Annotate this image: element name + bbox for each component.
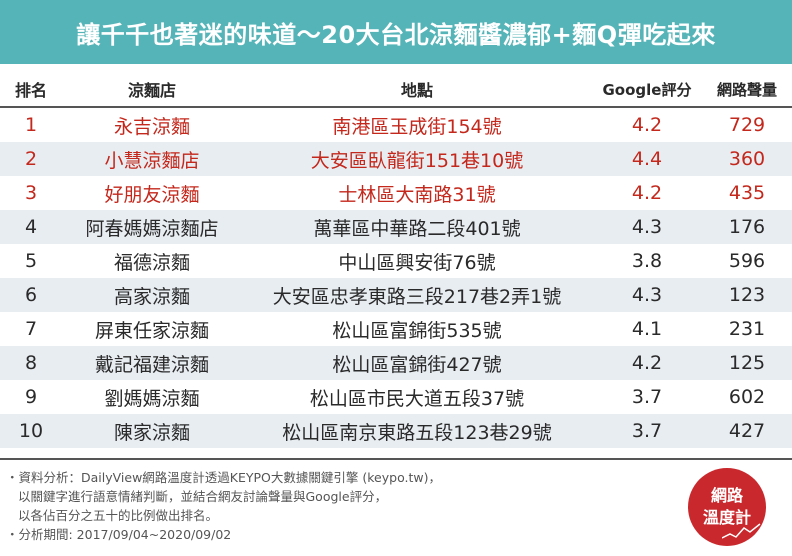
cell-shop: 戴記福建涼麵 [94, 353, 209, 376]
page-title: 讓千千也著迷的味道～20大台北涼麵醬濃郁+麵Q彈吃起來 [0, 0, 792, 64]
cell-address: 士林區大南路31號 [338, 183, 496, 206]
table-row: 6 高家涼麵 大安區忠孝東路三段217巷2弄1號 4.3 123 [0, 278, 792, 312]
cell-rating: 4.3 [631, 284, 663, 306]
cell-rank: 5 [24, 250, 38, 272]
note-line: 以各佔百分之五十的比例做出排名。 [18, 508, 219, 523]
logo-text-line2: 溫度計 [702, 508, 751, 527]
table-header: 排名 涼麵店 地點 Google評分 網路聲量 [0, 72, 792, 108]
cell-rating: 3.8 [631, 250, 663, 272]
cell-rank: 2 [24, 148, 38, 170]
cell-rank: 10 [18, 420, 44, 442]
cell-address: 萬華區中華路二段401號 [313, 217, 521, 240]
cell-rating: 4.4 [631, 148, 663, 170]
cell-volume: 602 [728, 386, 766, 408]
trend-line-icon [722, 523, 761, 539]
table-row: 10 陳家涼麵 松山區南京東路五段123巷29號 3.7 427 [0, 414, 792, 448]
dailyview-logo: 網路 溫度計 [688, 468, 766, 546]
cell-volume: 123 [728, 284, 766, 306]
header-rating: Google評分 [602, 80, 692, 99]
cell-volume: 729 [728, 114, 766, 136]
cell-address: 中山區興安街76號 [338, 251, 496, 274]
cell-volume: 360 [728, 148, 766, 170]
table-row: 1 永吉涼麵 南港區玉成街154號 4.2 729 [0, 108, 792, 142]
table-row: 9 劉媽媽涼麵 松山區市民大道五段37號 3.7 602 [0, 380, 792, 414]
table-row: 8 戴記福建涼麵 松山區富錦街427號 4.2 125 [0, 346, 792, 380]
page-title-text: 讓千千也著迷的味道～20大台北涼麵醬濃郁+麵Q彈吃起來 [76, 20, 716, 49]
header-address: 地點 [400, 81, 433, 100]
cell-address: 南港區玉成街154號 [332, 115, 502, 138]
table-bottom-divider [0, 458, 792, 460]
cell-rating: 4.2 [631, 352, 663, 374]
cell-volume: 231 [728, 318, 766, 340]
cell-rating: 3.7 [631, 386, 663, 408]
cell-address: 大安區臥龍街151巷10號 [310, 149, 524, 172]
cell-shop: 陳家涼麵 [113, 421, 190, 444]
cell-rank: 1 [24, 114, 38, 136]
ranking-table: 排名 涼麵店 地點 Google評分 網路聲量 1 永吉涼麵 南港區玉成街154… [0, 72, 792, 448]
cell-shop: 高家涼麵 [113, 285, 190, 308]
header-rank: 排名 [14, 81, 47, 100]
cell-shop: 永吉涼麵 [113, 115, 190, 138]
cell-shop: 阿春媽媽涼麵店 [85, 217, 219, 240]
cell-volume: 176 [728, 216, 766, 238]
cell-address: 松山區市民大道五段37號 [309, 387, 525, 410]
cell-address: 松山區富錦街427號 [332, 353, 502, 376]
cell-rating: 3.7 [631, 420, 663, 442]
cell-rating: 4.1 [631, 318, 663, 340]
table-row: 7 屏東任家涼麵 松山區富錦街535號 4.1 231 [0, 312, 792, 346]
note-line: ・資料分析：DailyView網路溫度計透過KEYPO大數據關鍵引擎 (keyp… [6, 470, 441, 485]
cell-shop: 小慧涼麵店 [104, 149, 200, 172]
cell-rank: 8 [24, 352, 38, 374]
logo-text-line1: 網路 [710, 486, 743, 505]
cell-address: 松山區富錦街535號 [332, 319, 502, 342]
table-row: 4 阿春媽媽涼麵店 萬華區中華路二段401號 4.3 176 [0, 210, 792, 244]
cell-volume: 125 [728, 352, 766, 374]
header-shop: 涼麵店 [127, 81, 176, 100]
cell-volume: 427 [728, 420, 766, 442]
header-volume: 網路聲量 [716, 80, 777, 99]
cell-rank: 4 [24, 216, 38, 238]
cell-shop: 福德涼麵 [113, 251, 190, 274]
cell-rank: 6 [24, 284, 38, 306]
cell-address: 大安區忠孝東路三段217巷2弄1號 [272, 285, 562, 308]
cell-rank: 3 [24, 182, 38, 204]
cell-rank: 9 [24, 386, 38, 408]
cell-address: 松山區南京東路五段123巷29號 [282, 421, 552, 444]
cell-rating: 4.3 [631, 216, 663, 238]
cell-rating: 4.2 [631, 114, 663, 136]
table-row: 5 福德涼麵 中山區興安街76號 3.8 596 [0, 244, 792, 278]
cell-volume: 435 [728, 182, 766, 204]
note-line: 以關鍵字進行語意情緒判斷，並結合網友討論聲量與Google評分， [18, 489, 388, 504]
cell-rating: 4.2 [631, 182, 663, 204]
cell-shop: 屏東任家涼麵 [94, 319, 209, 342]
cell-rank: 7 [24, 318, 38, 340]
cell-shop: 劉媽媽涼麵 [104, 387, 200, 410]
table-row: 2 小慧涼麵店 大安區臥龍街151巷10號 4.4 360 [0, 142, 792, 176]
table-row: 3 好朋友涼麵 士林區大南路31號 4.2 435 [0, 176, 792, 210]
cell-shop: 好朋友涼麵 [104, 183, 200, 206]
analysis-notes: ・資料分析：DailyView網路溫度計透過KEYPO大數據關鍵引擎 (keyp… [6, 468, 646, 544]
cell-volume: 596 [728, 250, 766, 272]
note-period: ・分析期間: 2017/09/04~2020/09/02 [6, 527, 232, 542]
